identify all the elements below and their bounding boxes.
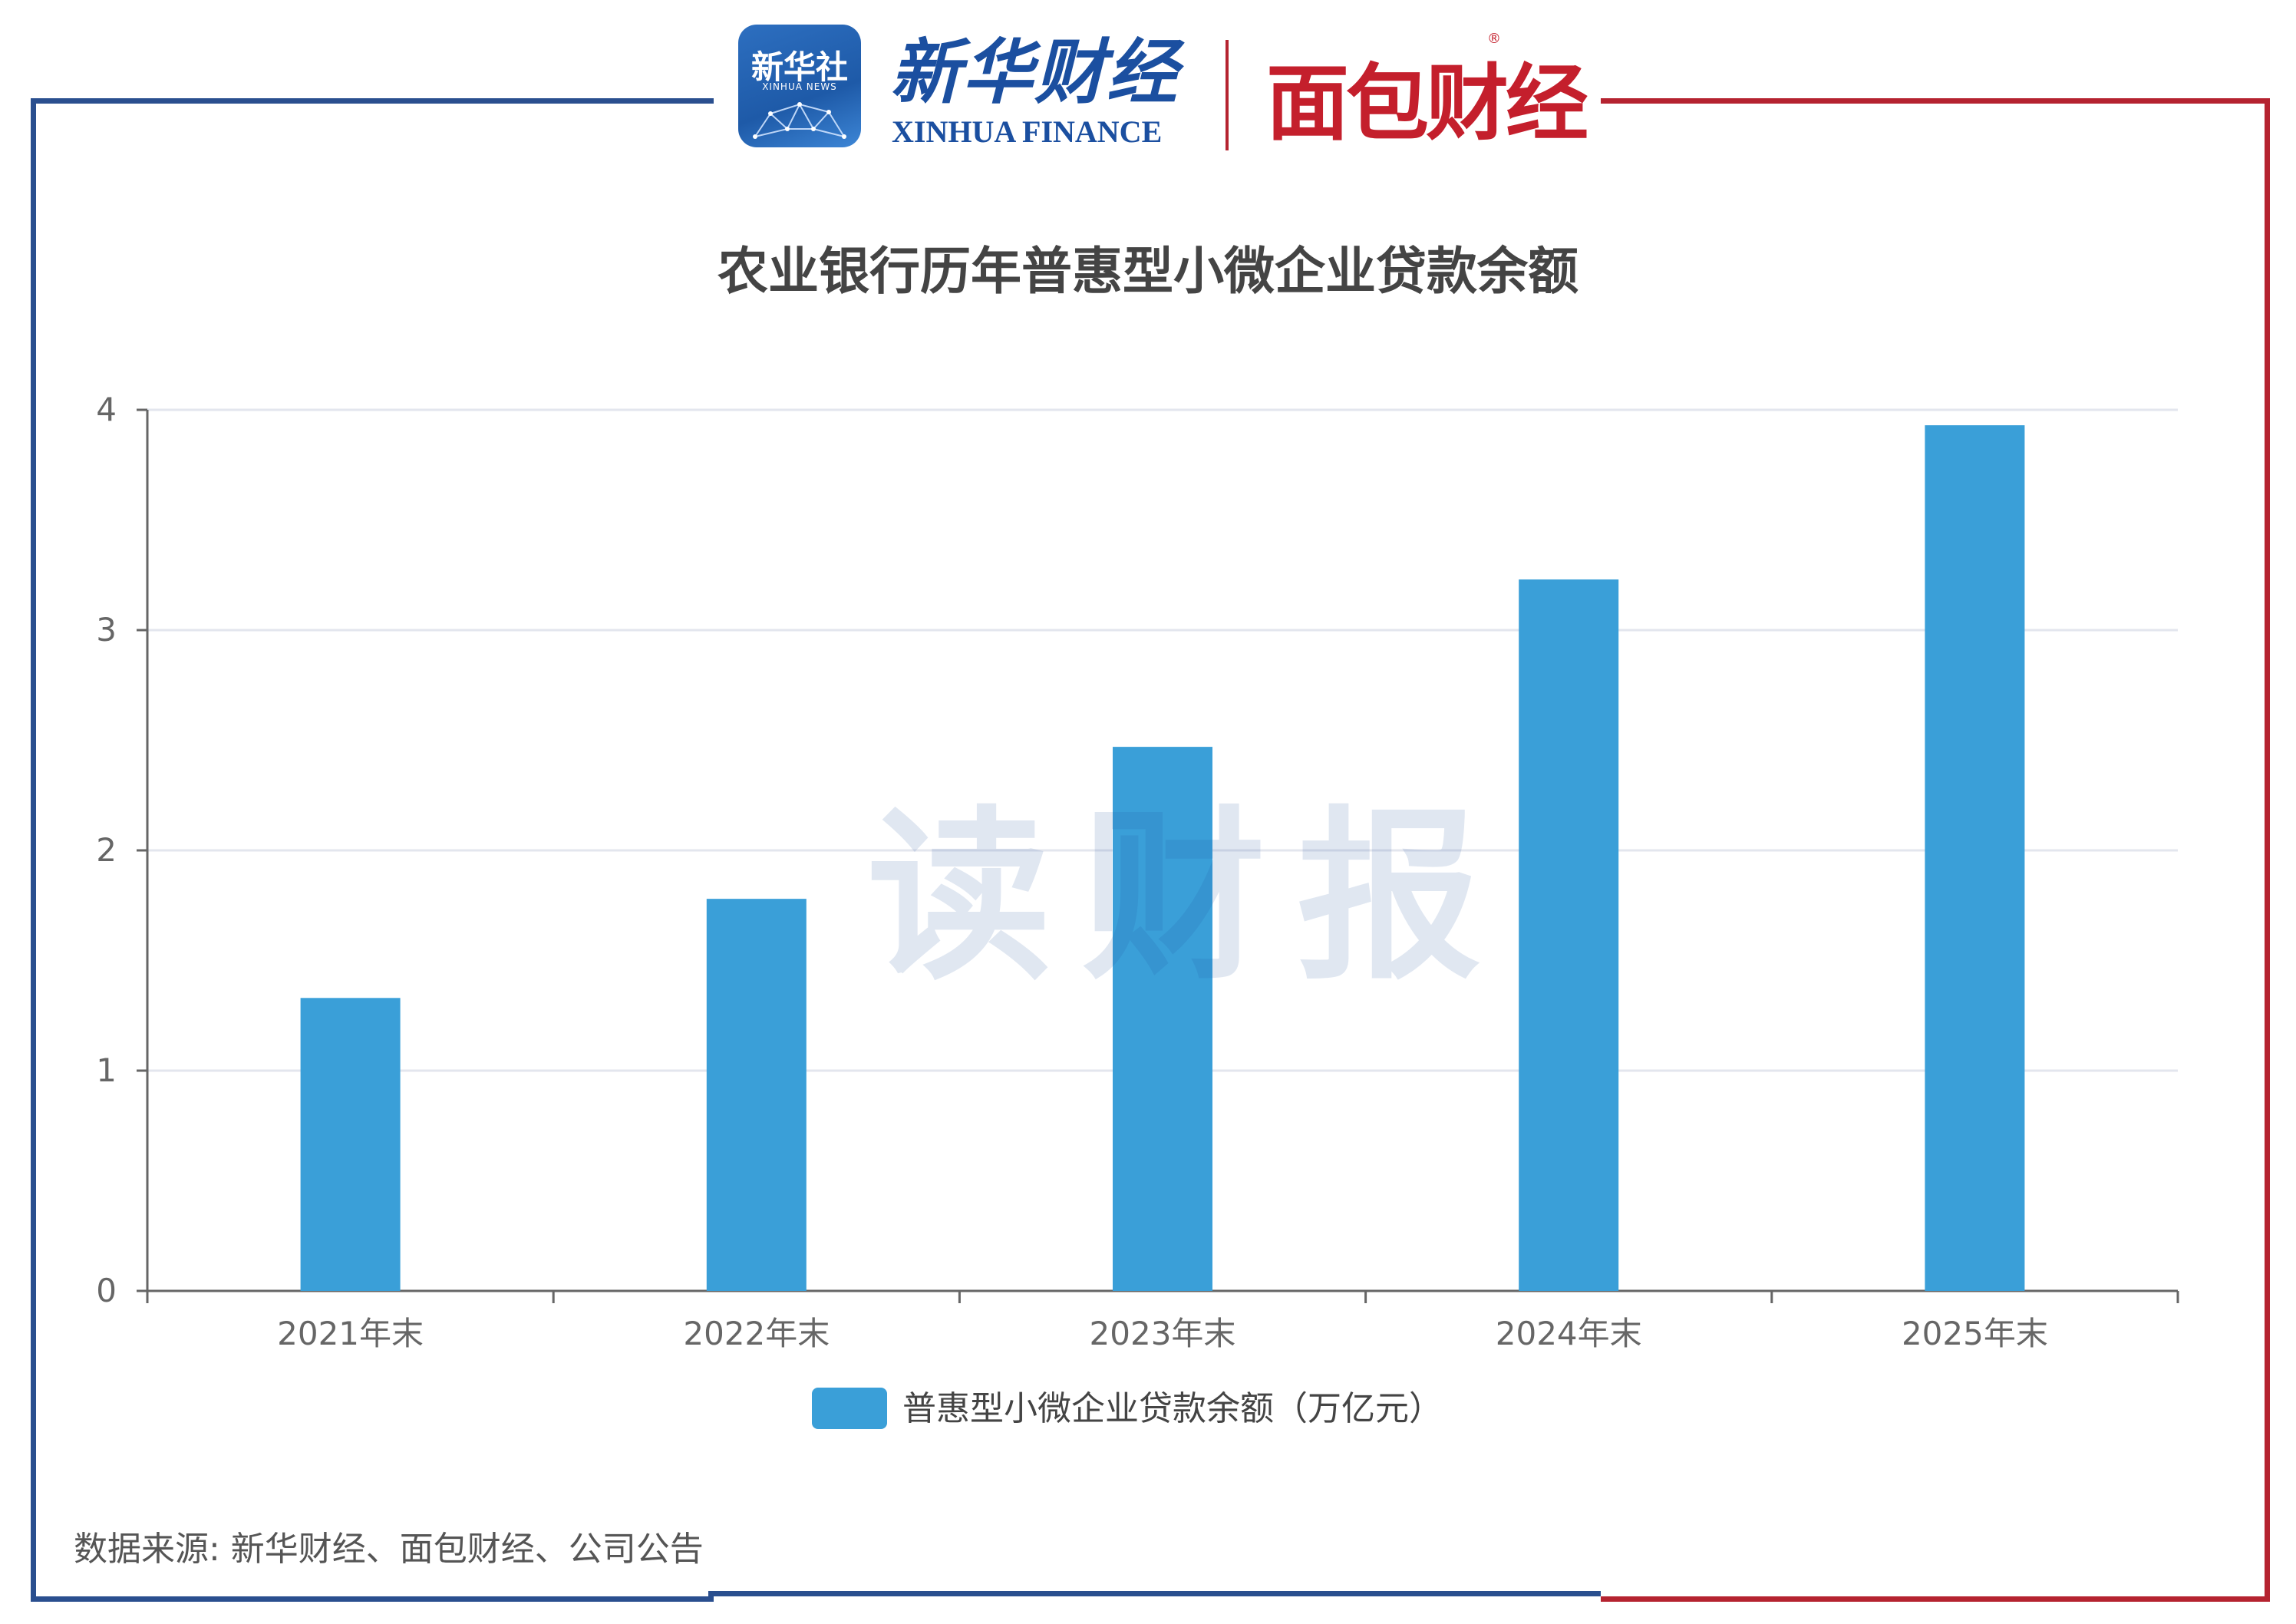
watermark: 读财报 [867,790,1513,1005]
xinhua-finance-logo-en: XINHUA FINANCE [892,114,1163,149]
y-tick-label: 2 [96,831,117,869]
registered-mark: ® [1487,31,1501,47]
y-tick-label: 1 [96,1051,117,1089]
xinhua-news-logo-text: 新华社 [750,48,848,86]
x-tick-label: 2021年末 [277,1315,424,1352]
x-tick-label: 2025年末 [1902,1315,2048,1352]
mianbao-finance-logo: 面包财经 [1266,56,1588,152]
legend-label: 普惠型小微企业贷款余额（万亿元） [902,1389,1443,1428]
logo-separator [1226,40,1229,150]
xinhua-finance-logo: 新华财经 [890,31,1179,114]
frame-left-border [31,98,714,1602]
frame-bottom-border [708,1591,1601,1596]
bar [300,998,401,1291]
xinhua-news-logo-subtext: XINHUA NEWS [762,81,837,92]
legend-swatch [812,1388,887,1429]
xinhua-news-logo: 新华社 XINHUA NEWS [738,25,861,147]
y-tick-label: 4 [96,391,117,428]
bar [1113,747,1212,1291]
y-tick-label: 3 [96,611,117,649]
y-tick-label: 0 [96,1272,117,1309]
x-tick-label: 2024年末 [1496,1315,1642,1352]
bar [706,899,807,1291]
frame-right-border [1601,98,2270,1602]
x-tick-label: 2022年末 [683,1315,830,1352]
x-tick-label: 2023年末 [1090,1315,1236,1352]
chart-title: 农业银行历年普惠型小微企业贷款余额 [718,242,1578,301]
bar [1519,579,1619,1291]
source-note: 数据来源: 新华财经、面包财经、公司公告 [74,1530,704,1569]
network-icon [753,102,846,139]
bar [1925,425,2025,1291]
